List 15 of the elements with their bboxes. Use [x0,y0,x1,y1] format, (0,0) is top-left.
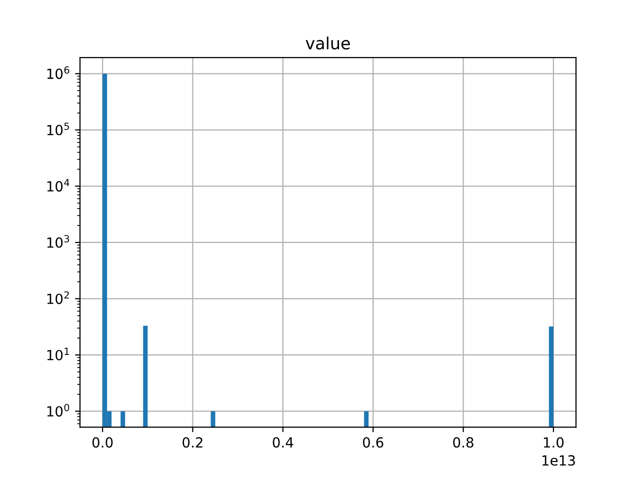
y-tick-label: 10$^{0}$ [47,404,70,417]
y-tick-label: 10$^{4}$ [47,178,70,192]
y-tick-label: 10$^{3}$ [47,235,70,248]
text: 1e13 [542,455,575,466]
x-tick-label: 0.6 [362,437,384,448]
y-tick-label: 10$^{5}$ [47,122,69,136]
chart-title: value [306,36,350,50]
x-tick-label: 0.8 [453,437,474,448]
x-tick-label: 0.0 [92,437,113,448]
x-tick-label: 0.2 [182,437,202,448]
y-tick-label: 10$^{2}$ [47,291,69,304]
y-tick-label: 10$^{6}$ [47,66,70,80]
x-tick-label: 0.4 [272,437,294,448]
x-tick-label: 1.0 [544,437,564,448]
y-tick-label: 10$^{1}$ [47,348,69,360]
